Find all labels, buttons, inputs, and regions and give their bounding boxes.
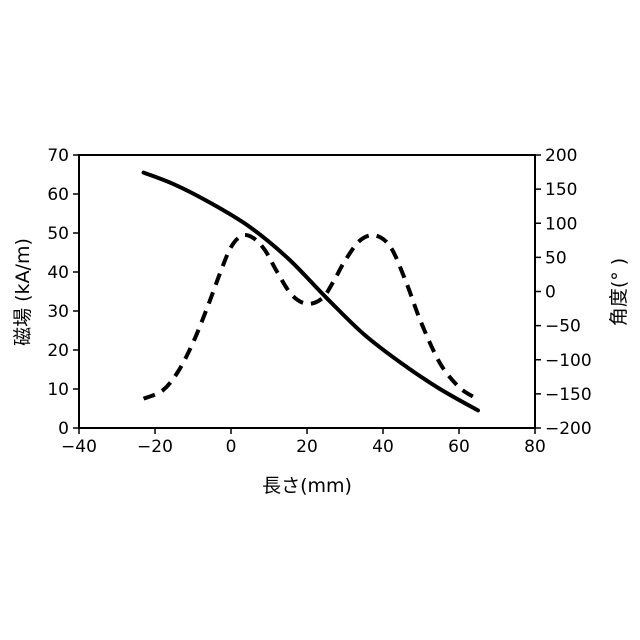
x-tick-label: 20 <box>296 437 318 457</box>
x-tick-label: 80 <box>524 437 546 457</box>
x-tick-label: −40 <box>61 437 97 457</box>
angle-series-line <box>144 235 475 399</box>
x-tick-label: −20 <box>137 437 173 457</box>
y2-tick-label: 50 <box>545 248 567 268</box>
x-tick-label: 40 <box>372 437 394 457</box>
y-tick-label: 60 <box>47 185 69 205</box>
y-tick-label: 10 <box>47 380 69 400</box>
y2-tick-label: 150 <box>545 180 577 200</box>
y-tick-label: 30 <box>47 302 69 322</box>
y2-tick-label: −100 <box>545 351 592 371</box>
y2-tick-label: 100 <box>545 214 577 234</box>
x-tick-label: 60 <box>448 437 470 457</box>
y-tick-label: 0 <box>58 419 69 439</box>
series-layer <box>144 173 478 411</box>
x-axis: −40 −20 0 20 40 60 80 <box>61 428 546 457</box>
y-tick-label: 40 <box>47 263 69 283</box>
y2-tick-label: 0 <box>545 283 556 303</box>
y2-tick-label: 200 <box>545 146 577 166</box>
plot-frame <box>79 155 535 428</box>
y-tick-label: 50 <box>47 224 69 244</box>
y-tick-label: 20 <box>47 341 69 361</box>
y2-tick-label: −50 <box>545 317 581 337</box>
x-tick-label: 0 <box>226 437 237 457</box>
magnetic-field-series-line <box>144 173 478 411</box>
y-axis-title: 磁場 (kA/m) <box>12 238 34 346</box>
x-axis-title: 長さ(mm) <box>262 475 352 497</box>
y-tick-label: 70 <box>47 146 69 166</box>
y2-axis-title: 角度(° ) <box>608 258 630 326</box>
y2-tick-label: −200 <box>545 419 592 439</box>
y-axis-right: −200 −150 −100 −50 0 50 100 150 200 <box>535 146 592 439</box>
y2-tick-label: −150 <box>545 385 592 405</box>
y-axis-left: 0 10 20 30 40 50 60 70 <box>47 146 79 439</box>
